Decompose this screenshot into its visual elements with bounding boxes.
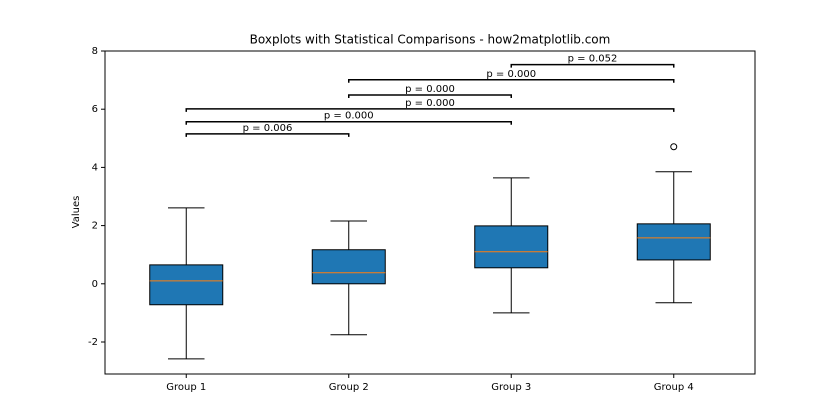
- y-tick-label: 2: [92, 221, 98, 232]
- y-tick-label: 4: [92, 162, 98, 173]
- significance-bracket: [185, 108, 675, 112]
- significance-bracket: [185, 133, 350, 137]
- y-tick-label: 0: [92, 279, 98, 290]
- box: [311, 249, 386, 285]
- significance-bracket: [510, 63, 675, 68]
- p-value-label: p = 0.000: [486, 69, 536, 80]
- significance-bracket: [348, 94, 512, 98]
- box: [474, 225, 549, 269]
- y-tick-label: 6: [92, 104, 98, 115]
- p-value-label: p = 0.052: [568, 54, 618, 65]
- y-tick-label: 8: [92, 46, 98, 57]
- x-tick-label: Group 1: [166, 382, 206, 393]
- x-tick-label: Group 2: [329, 382, 369, 393]
- y-axis-label: Values: [71, 196, 82, 229]
- significance-bracket: [348, 79, 675, 83]
- box: [636, 223, 711, 261]
- x-tick-label: Group 3: [491, 382, 531, 393]
- p-value-label: p = 0.006: [243, 123, 293, 134]
- p-value-label: p = 0.000: [324, 111, 374, 122]
- x-tick-label: Group 4: [654, 382, 694, 393]
- significance-bracket: [185, 120, 512, 125]
- box: [149, 264, 224, 306]
- outlier: [670, 143, 678, 151]
- plot-frame: [104, 50, 756, 375]
- chart-title: Boxplots with Statistical Comparisons - …: [250, 33, 611, 47]
- p-value-label: p = 0.000: [405, 98, 455, 109]
- p-value-label: p = 0.000: [405, 84, 455, 95]
- y-tick-label: -2: [88, 337, 98, 348]
